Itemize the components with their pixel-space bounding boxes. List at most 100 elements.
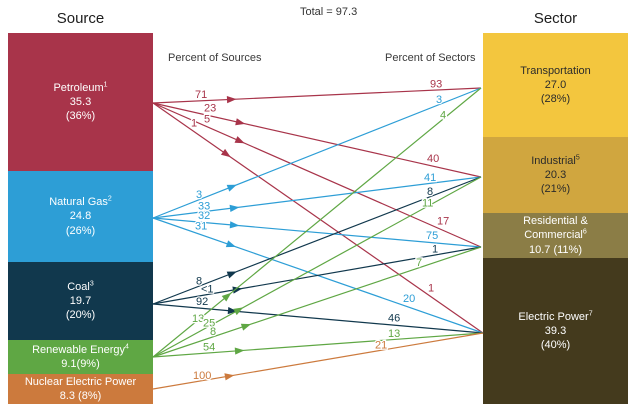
source-value: 9.1(9%) [61,358,100,370]
percent-of-sector-value: 20 [403,293,415,305]
source-name: Nuclear Electric Power [24,375,137,388]
flow-petroleum-to-transportation: 71 93 [152,77,482,104]
flow-coal-to-electric-power: 92 46 [152,295,484,334]
percent-of-source-value: 100 [193,370,211,382]
flow-arrowhead [227,307,238,315]
flow-renewable-to-transportation: 134 [152,87,482,358]
flow-arrowhead [234,136,245,144]
percent-of-source-value: 32 [198,210,210,222]
percent-of-source-value: <1 [201,284,214,296]
source-box-natural-gas: Natural Gas2 24.8 (26%) [8,171,153,262]
sector-value: (21%) [540,183,571,196]
flow-arrowhead [225,240,236,248]
percent-of-source-value: 8 [196,275,202,287]
percent-of-source-value: 54 [203,341,215,353]
flow-arrowhead [224,373,235,381]
sector-box-residential-commercial: Residential & Commercial6 10.7 (11%) [483,213,628,258]
percent-of-sector-value: 40 [427,153,439,165]
percent-of-sector-value: 21 [375,339,387,351]
source-value: 24.8 [69,210,92,223]
sector-value: (40%) [540,339,571,352]
source-name: Renewable Energy4 [32,343,129,356]
percent-of-source-value: 8 [210,326,216,338]
percent-of-sectors-label: Percent of Sectors [385,52,476,64]
flow-natural-gas-to-residential-commercial: 32 75 [152,209,482,248]
flow-coal-to-residential-commercial: <1 1 [152,242,482,305]
sector-value: 27.0 [544,78,567,91]
flow-arrowhead [232,286,243,294]
source-box-renewable: Renewable Energy4 9.1(9%) [8,340,153,374]
percent-of-sector-value: 93 [430,78,442,90]
flow-petroleum-to-electric-power: 11 [152,102,484,334]
source-value: 8.3 (8%) [59,390,102,402]
percent-of-source-value: 25 [203,318,215,330]
percent-of-sector-value: 8 [427,186,433,198]
percent-of-source-value: 13 [192,313,204,325]
percent-of-sector-value: 13 [388,328,400,340]
sector-box-electric-power: Electric Power7 39.3 (40%) [483,258,628,404]
source-box-petroleum: Petroleum1 35.3 (36%) [8,33,153,171]
percent-of-sector-value: 7 [416,257,422,269]
sector-name: Commercial6 [524,228,587,242]
percent-of-sector-value: 46 [388,313,400,325]
percent-of-source-value: 92 [196,296,208,308]
flow-coal-to-industrial: 88 [152,176,482,305]
sector-value: 10.7 (11%) [529,243,582,256]
flow-renewable-to-industrial: 25 11 [152,176,482,358]
source-box-nuclear: Nuclear Electric Power 8.3 (8%) [8,374,153,404]
percent-of-sector-value: 1 [432,244,438,256]
flow-petroleum-to-residential-commercial: 5 17 [152,102,482,248]
percent-of-source-value: 71 [195,89,207,101]
flow-arrowhead [226,271,237,279]
total-label: Total = 97.3 [300,6,358,18]
flow-petroleum-to-industrial: 23 40 [152,101,482,178]
sector-name: Industrial5 [531,153,580,167]
percent-of-sector-value: 17 [437,216,449,228]
percent-of-sources-label: Percent of Sources [168,52,262,64]
flow-arrowhead [233,307,244,316]
percent-of-source-value: 1 [191,118,197,130]
percent-of-sector-value: 11 [422,197,433,209]
source-value: 35.3 [69,95,92,108]
flow-arrowhead [235,118,246,126]
source-name: Coal3 [67,279,94,293]
source-column-heading: Source [56,10,105,27]
source-name: Petroleum1 [53,80,108,94]
source-box-coal: Coal3 19.7 (20%) [8,262,153,340]
flow-nuclear-to-electric-power: 100 21 [152,332,484,390]
sector-box-transportation: Transportation 27.0 (28%) [483,33,628,137]
sector-value: (28%) [540,93,571,106]
source-name: Natural Gas2 [49,195,112,209]
percent-of-source-value: 23 [204,103,216,115]
flow-renewable-to-residential-commercial: 87 [152,246,482,358]
flow-arrowhead [240,323,252,331]
flow-arrowhead [229,221,240,229]
sector-name: Transportation [520,64,591,77]
sector-name: Electric Power7 [518,309,593,323]
percent-of-source-value: 33 [198,200,210,212]
percent-of-sector-value: 41 [424,172,436,184]
flow-arrowhead [220,148,231,158]
percent-of-sector-value: 75 [426,230,438,242]
source-value: (26%) [65,224,96,237]
percent-of-source-value: 3 [196,189,202,201]
flow-arrowhead [226,184,237,192]
flow-arrowhead [234,347,245,355]
flow-arrowhead [226,96,237,104]
flow-renewable-to-electric-power: 54 13 [152,327,484,358]
source-value: (36%) [65,110,96,123]
sector-value: 39.3 [544,324,567,337]
percent-of-sector-value: 4 [440,110,446,122]
flow-arrowhead [229,204,240,212]
source-value: (20%) [65,309,96,322]
sector-name: Residential & [523,215,588,228]
sector-box-industrial: Industrial5 20.3 (21%) [483,137,628,213]
flow-natural-gas-to-transportation: 33 [152,87,482,219]
percent-of-sector-value: 3 [436,94,442,106]
flow-natural-gas-to-industrial: 33 41 [152,171,482,219]
sector-value: 20.3 [544,168,567,181]
percent-of-source-value: 5 [204,113,210,125]
percent-of-source-value: 31 [195,221,207,233]
